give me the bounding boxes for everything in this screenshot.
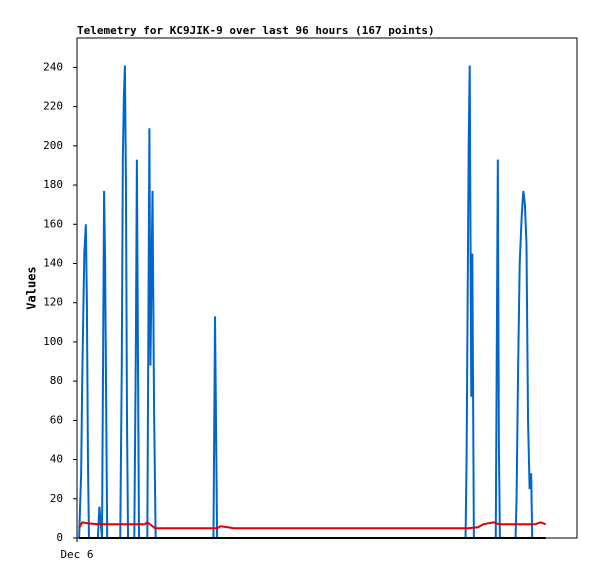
y-tick-label: 60: [50, 413, 63, 426]
series-line: [78, 521, 547, 530]
y-tick-label: 220: [43, 100, 63, 113]
y-tick-label: 180: [43, 178, 63, 191]
y-tick-label: 160: [43, 217, 63, 230]
y-tick-label: 100: [43, 335, 63, 348]
x-tick-label: Dec 6: [60, 548, 93, 561]
chart-title: Telemetry for KC9JIK-9 over last 96 hour…: [77, 24, 435, 37]
y-tick-label: 80: [50, 374, 63, 387]
y-tick-label: 20: [50, 492, 63, 505]
y-tick-label: 140: [43, 256, 63, 269]
y-tick-label: 240: [43, 60, 63, 73]
y-tick-label: 40: [50, 453, 63, 466]
y-tick-label: 0: [56, 531, 63, 544]
y-axis-label: Values: [25, 266, 39, 309]
y-tick-label: 120: [43, 296, 63, 309]
y-tick-label: 200: [43, 139, 63, 152]
series-line: [78, 65, 534, 539]
